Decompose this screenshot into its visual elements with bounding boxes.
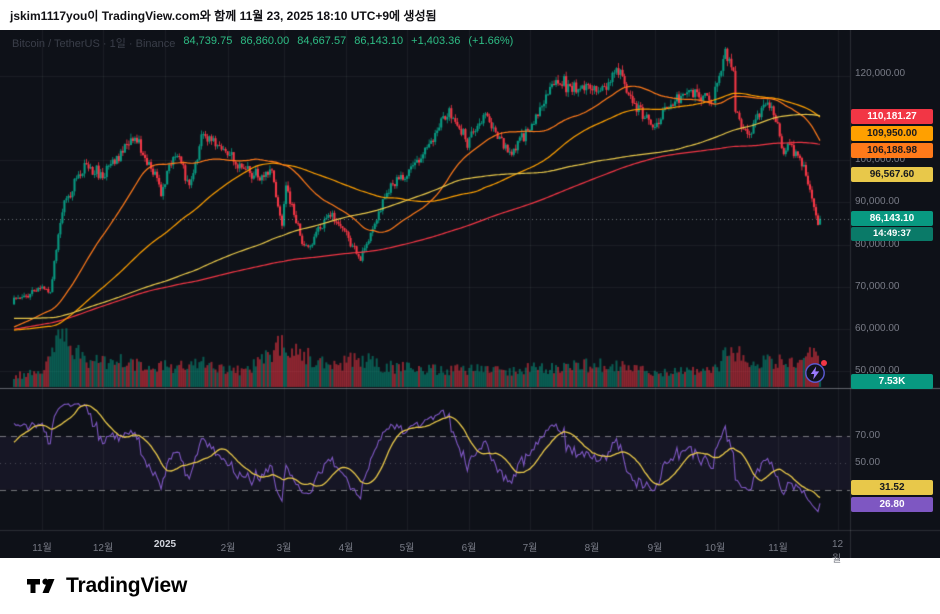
time-tick-label: 7월 (522, 543, 538, 554)
ohlc-high: 86,860.00 (240, 35, 290, 47)
rsi-value-badge: 26.80 (851, 497, 933, 512)
last-price-badge: 86,143.10 (851, 211, 933, 226)
price-tick-label: 50,000.00 (855, 365, 900, 376)
volume-value-badge: 7.53K (851, 374, 933, 389)
price-chart-canvas[interactable] (0, 30, 940, 558)
time-tick-label: 12월 (92, 543, 114, 554)
time-tick-label: 8월 (584, 543, 600, 554)
time-tick-label: 2025 (153, 539, 177, 550)
instant-trading-icon[interactable] (804, 362, 826, 389)
notification-dot (821, 360, 827, 366)
price-tick-label: 120,000.00 (855, 68, 906, 79)
countdown-badge: 14:49:37 (851, 227, 933, 241)
ma-value-badge: 110,181.27 (851, 109, 933, 124)
attribution-bar: jskim1117you이 TradingView.com와 함께 11월 23… (0, 0, 940, 30)
rsi-tick-label: 50.00 (855, 457, 881, 468)
price-axis[interactable]: 120,000.00 100,000.00 90,000.00 80,000.0… (850, 30, 940, 558)
price-tick-label: 80,000.00 (855, 239, 900, 250)
ma-value-badge: 106,188.98 (851, 143, 933, 158)
ohlc-change: +1,403.36 (411, 35, 461, 47)
ohlc-close: 86,143.10 (354, 35, 404, 47)
chart-legend: Bitcoin / TetherUS · 1일 · Binance 84,739… (12, 35, 513, 51)
time-tick-label: 11월 (768, 543, 788, 554)
time-tick-label: 11월 (32, 543, 52, 554)
time-tick-label: 2월 (220, 543, 236, 554)
symbol-title: Bitcoin / TetherUS · 1일 · Binance (12, 38, 176, 50)
attribution-text: jskim1117you이 TradingView.com와 함께 11월 23… (10, 8, 437, 23)
rsi-ma-value-badge: 31.52 (851, 480, 933, 495)
rsi-tick-label: 70.00 (855, 430, 881, 441)
time-tick-label: 4월 (338, 543, 354, 554)
price-tick-label: 70,000.00 (855, 281, 900, 292)
time-tick-label: 9월 (647, 543, 663, 554)
tradingview-logo-icon[interactable] (26, 573, 56, 599)
ma-value-badge: 96,567.60 (851, 167, 933, 182)
ohlc-low: 84,667.57 (297, 35, 347, 47)
time-axis[interactable]: 11월 12월 2025 2월 3월 4월 5월 6월 7월 8월 9월 10월… (0, 533, 850, 565)
ohlc-change-pct: (+1.66%) (468, 35, 514, 47)
ma-value-badge: 109,950.00 (851, 126, 933, 141)
tradingview-wordmark[interactable]: TradingView (66, 574, 188, 597)
chart-panel: Bitcoin / TetherUS · 1일 · Binance 84,739… (0, 30, 940, 565)
time-tick-label: 5월 (399, 543, 415, 554)
time-tick-label: 10월 (704, 543, 726, 554)
footer-bar: TradingView (0, 558, 940, 614)
time-tick-label: 6월 (461, 543, 477, 554)
time-tick-label: 3월 (276, 543, 292, 554)
price-tick-label: 60,000.00 (855, 323, 900, 334)
ohlc-open: 84,739.75 (183, 35, 233, 47)
price-tick-label: 90,000.00 (855, 196, 900, 207)
time-tick-label: 12월 (832, 539, 844, 565)
price-tick-label: 100,000.00 (855, 154, 906, 165)
